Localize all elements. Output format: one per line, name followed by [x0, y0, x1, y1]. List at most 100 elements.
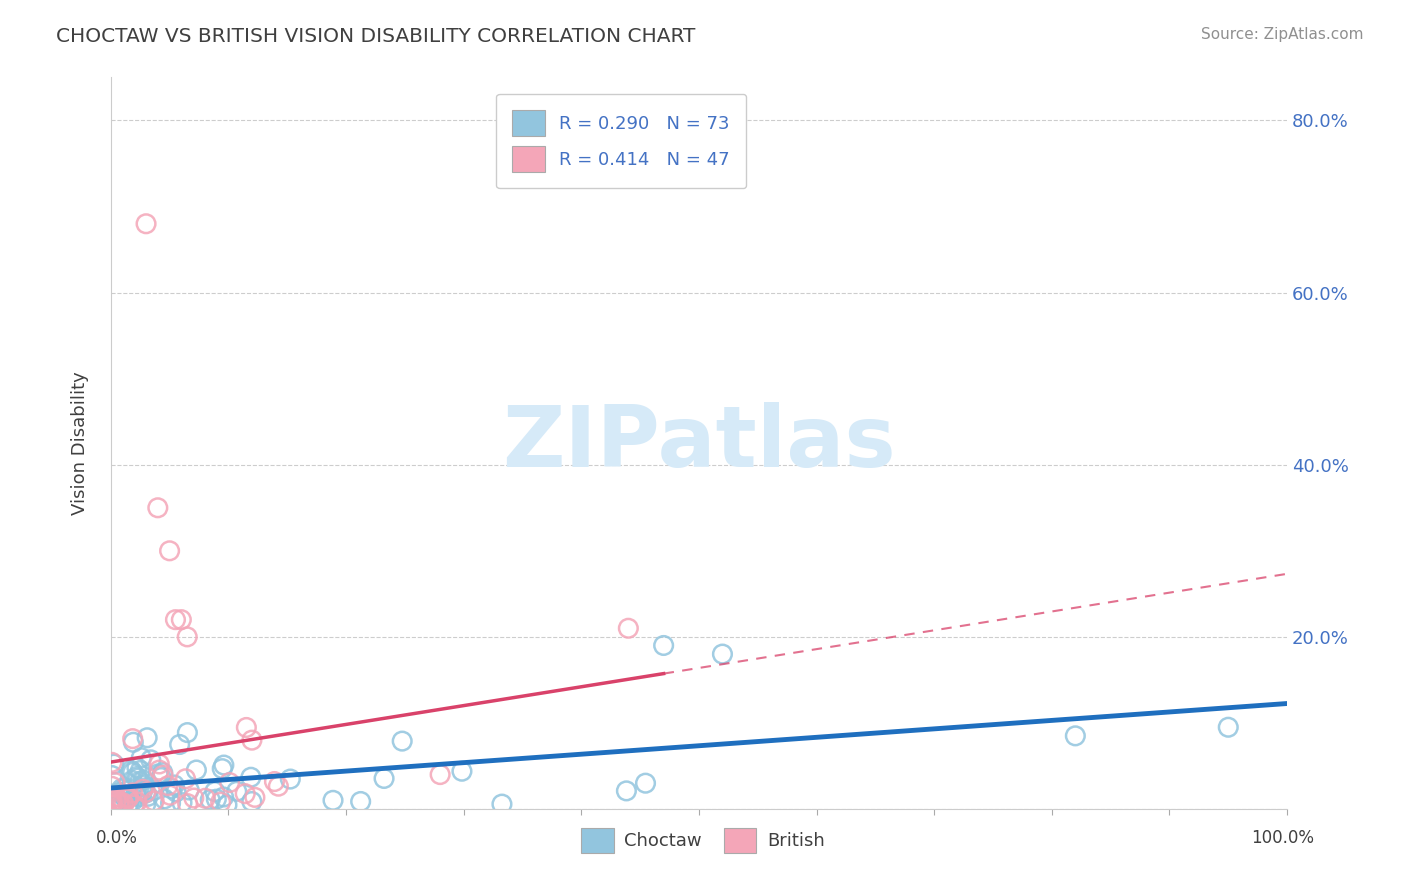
Point	[112, 789, 135, 803]
Point	[211, 762, 233, 776]
Point	[159, 789, 181, 803]
Point	[121, 786, 143, 800]
Point	[186, 763, 208, 777]
Point	[142, 783, 165, 797]
Point	[267, 779, 290, 793]
Point	[176, 630, 198, 644]
Text: 0.0%: 0.0%	[96, 829, 138, 847]
Point	[132, 778, 155, 792]
Point	[205, 792, 228, 806]
Point	[108, 795, 131, 809]
Point	[218, 775, 240, 789]
Point	[103, 797, 125, 811]
Point	[240, 795, 263, 809]
Point	[1218, 720, 1240, 734]
Point	[616, 784, 638, 798]
Point	[101, 795, 124, 809]
Point	[110, 781, 132, 796]
Point	[129, 764, 152, 778]
Point	[121, 794, 143, 808]
Point	[111, 795, 134, 809]
Point	[125, 770, 148, 784]
Point	[373, 772, 395, 786]
Point	[121, 731, 143, 746]
Point	[108, 786, 131, 800]
Point	[429, 767, 451, 781]
Point	[115, 792, 138, 806]
Point	[634, 776, 657, 790]
Point	[128, 789, 150, 804]
Point	[170, 796, 193, 810]
Point	[152, 765, 174, 780]
Point	[235, 721, 257, 735]
Point	[135, 217, 157, 231]
Point	[127, 771, 149, 785]
Point	[150, 771, 173, 785]
Point	[115, 790, 138, 805]
Point	[122, 735, 145, 749]
Point	[101, 780, 124, 794]
Point	[200, 793, 222, 807]
Point	[1064, 729, 1087, 743]
Point	[148, 756, 170, 771]
Point	[157, 779, 180, 793]
Point	[165, 613, 187, 627]
Point	[117, 797, 139, 811]
Point	[139, 753, 162, 767]
Text: Source: ZipAtlas.com: Source: ZipAtlas.com	[1201, 27, 1364, 42]
Point	[243, 790, 266, 805]
Point	[103, 797, 125, 812]
Point	[136, 731, 159, 745]
Point	[121, 765, 143, 780]
Point	[174, 772, 197, 786]
Point	[101, 793, 124, 807]
Point	[215, 797, 238, 812]
Point	[239, 770, 262, 784]
Point	[131, 784, 153, 798]
Point	[107, 794, 129, 808]
Legend: R = 0.290   N = 73, R = 0.414   N = 47: R = 0.290 N = 73, R = 0.414 N = 47	[496, 94, 747, 188]
Point	[105, 793, 128, 807]
Point	[101, 756, 124, 770]
Point	[132, 782, 155, 797]
Point	[101, 797, 124, 812]
Point	[125, 788, 148, 802]
Point	[194, 791, 217, 805]
Point	[104, 775, 127, 789]
Point	[125, 795, 148, 809]
Point	[146, 500, 169, 515]
Point	[114, 789, 136, 804]
Point	[153, 792, 176, 806]
Point	[152, 768, 174, 782]
Text: 100.0%: 100.0%	[1251, 829, 1315, 847]
Point	[111, 796, 134, 810]
Point	[209, 795, 232, 809]
Point	[391, 734, 413, 748]
Point	[350, 795, 373, 809]
Point	[146, 767, 169, 781]
Point	[322, 793, 344, 807]
Point	[118, 790, 141, 805]
Point	[451, 764, 474, 779]
Text: CHOCTAW VS BRITISH VISION DISABILITY CORRELATION CHART: CHOCTAW VS BRITISH VISION DISABILITY COR…	[56, 27, 696, 45]
Point	[104, 789, 127, 804]
Point	[176, 797, 198, 811]
Point	[263, 774, 285, 789]
Point	[170, 613, 193, 627]
Point	[652, 639, 675, 653]
Point	[233, 787, 256, 801]
Point	[125, 786, 148, 800]
Point	[135, 786, 157, 800]
Point	[159, 796, 181, 810]
Point	[160, 781, 183, 796]
Legend: Choctaw, British: Choctaw, British	[574, 821, 832, 861]
Point	[120, 764, 142, 778]
Point	[122, 798, 145, 813]
Point	[711, 647, 734, 661]
Point	[183, 791, 205, 805]
Point	[212, 790, 235, 805]
Point	[212, 758, 235, 772]
Point	[115, 784, 138, 798]
Point	[112, 797, 135, 812]
Point	[225, 784, 247, 798]
